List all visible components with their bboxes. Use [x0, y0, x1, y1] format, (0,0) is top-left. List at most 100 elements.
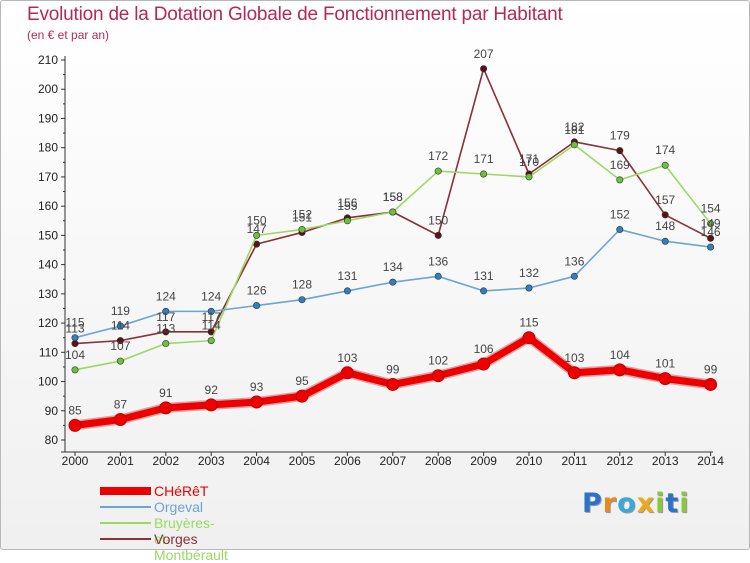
- data-label: 117: [202, 310, 221, 324]
- data-label: 182: [564, 120, 584, 134]
- data-point: [113, 413, 127, 427]
- chart-frame: [0, 0, 750, 550]
- data-point: [204, 398, 218, 412]
- data-label: 99: [704, 362, 718, 376]
- data-label: 119: [111, 304, 130, 318]
- data-label: 152: [292, 208, 312, 222]
- data-point: [707, 243, 715, 251]
- data-label: 99: [386, 362, 400, 376]
- data-label: 158: [383, 190, 403, 204]
- x-tick-label: 2003: [198, 454, 225, 468]
- data-point: [298, 226, 306, 234]
- data-label: 158: [383, 190, 403, 204]
- data-point: [162, 340, 170, 348]
- x-tick-label: 2012: [606, 454, 633, 468]
- x-tick-label: 2010: [516, 454, 543, 468]
- data-label: 152: [610, 208, 630, 222]
- data-point: [707, 220, 715, 228]
- data-label: 91: [159, 386, 173, 400]
- data-point: [616, 147, 624, 155]
- data-label: 134: [383, 260, 403, 274]
- data-label: 131: [474, 269, 494, 283]
- data-label: 207: [474, 47, 494, 61]
- data-label: 179: [610, 129, 630, 143]
- data-label: 154: [701, 202, 721, 216]
- data-label: 147: [247, 222, 267, 236]
- legend-label: CHéRêT: [154, 483, 209, 499]
- data-label: 136: [428, 254, 448, 268]
- y-tick-label: 180: [38, 141, 58, 155]
- data-label: 113: [65, 322, 84, 336]
- x-tick-label: 2013: [652, 454, 679, 468]
- data-point: [295, 389, 309, 403]
- y-tick-label: 130: [38, 287, 58, 301]
- data-label: 103: [564, 351, 584, 365]
- data-point: [434, 231, 442, 239]
- data-label: 155: [337, 199, 357, 213]
- data-point: [661, 237, 669, 245]
- data-label: 115: [65, 316, 84, 330]
- x-tick-label: 2007: [379, 454, 406, 468]
- y-tick-label: 140: [38, 258, 58, 272]
- data-point: [207, 337, 215, 345]
- data-label: 169: [610, 158, 630, 172]
- data-label: 117: [156, 310, 175, 324]
- logo-letter: P: [582, 488, 603, 519]
- data-point: [116, 322, 124, 330]
- data-point: [431, 369, 445, 383]
- logo-letter: t: [665, 488, 680, 519]
- data-point: [389, 278, 397, 286]
- data-point: [480, 170, 488, 178]
- data-label: 136: [564, 254, 584, 268]
- data-point: [616, 176, 624, 184]
- legend-swatch: [100, 522, 151, 524]
- y-tick-label: 100: [38, 375, 58, 389]
- data-label: 128: [292, 278, 312, 292]
- data-point: [159, 401, 173, 415]
- data-label: 131: [337, 269, 357, 283]
- data-point: [71, 340, 79, 348]
- data-label: 172: [428, 149, 448, 163]
- data-label: 150: [247, 213, 267, 227]
- chart-subtitle: (en € et par an): [27, 28, 110, 42]
- data-label: 95: [295, 374, 309, 388]
- x-tick-label: 2004: [243, 454, 270, 468]
- data-point: [661, 211, 669, 219]
- data-label: 85: [68, 403, 82, 417]
- data-label: 170: [519, 155, 539, 169]
- data-label: 104: [65, 348, 85, 362]
- logo-letter: o: [617, 488, 637, 519]
- legend-swatch: [100, 487, 151, 495]
- data-label: 149: [701, 216, 721, 230]
- series-line-Bruyères-et-Montbérault: [74, 143, 712, 371]
- data-label: 107: [110, 339, 130, 353]
- data-point: [570, 272, 578, 280]
- data-point: [525, 284, 533, 292]
- data-point: [71, 366, 79, 374]
- data-point: [253, 231, 261, 239]
- x-tick-label: 2005: [289, 454, 316, 468]
- data-label: 151: [292, 210, 312, 224]
- data-point: [298, 296, 306, 304]
- x-tick-label: 2000: [62, 454, 89, 468]
- data-point: [162, 328, 170, 336]
- data-label: 157: [655, 193, 675, 207]
- line-chart: 8090100110120130140150160170180190200210…: [38, 47, 724, 468]
- data-point: [250, 395, 264, 409]
- data-label: 124: [201, 289, 221, 303]
- data-point: [207, 307, 215, 315]
- data-point: [525, 173, 533, 181]
- y-tick-label: 120: [38, 316, 58, 330]
- data-point: [707, 234, 715, 242]
- logo-letter: i: [679, 488, 690, 519]
- x-tick-label: 2014: [697, 454, 724, 468]
- data-label: 93: [250, 380, 264, 394]
- data-label: 92: [205, 383, 219, 397]
- data-point: [434, 272, 442, 280]
- data-label: 171: [519, 152, 539, 166]
- data-point: [567, 366, 581, 380]
- legend-label: Orgeval: [154, 499, 204, 515]
- y-tick-label: 210: [38, 53, 58, 67]
- x-tick-label: 2001: [107, 454, 134, 468]
- data-label: 114: [111, 319, 130, 333]
